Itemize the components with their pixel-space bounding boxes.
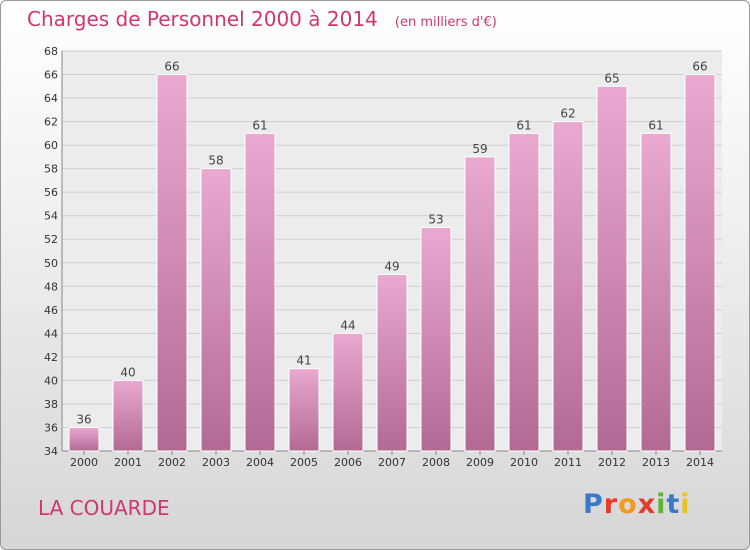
x-tick-label: 2001 <box>114 456 142 469</box>
bar <box>640 132 672 452</box>
y-tick-label: 56 <box>44 186 58 199</box>
bar <box>596 85 628 452</box>
bar <box>200 168 232 452</box>
y-tick-label: 46 <box>44 304 58 317</box>
x-tick-label: 2008 <box>422 456 450 469</box>
data-label: 49 <box>384 260 399 274</box>
y-tick-label: 44 <box>44 327 58 340</box>
x-tick-label: 2002 <box>158 456 186 469</box>
data-label: 53 <box>428 212 443 226</box>
data-label: 62 <box>560 107 575 121</box>
bar <box>68 426 100 452</box>
y-tick-label: 50 <box>44 257 58 270</box>
town-name: LA COUARDE <box>38 496 170 520</box>
logo-letter: i <box>656 489 667 520</box>
bar <box>156 74 188 452</box>
data-label: 36 <box>76 412 91 426</box>
y-tick-label: 42 <box>44 351 58 364</box>
y-tick-label: 34 <box>44 445 58 458</box>
x-tick-label: 2011 <box>554 456 582 469</box>
data-label: 61 <box>516 118 531 132</box>
y-tick-label: 40 <box>44 374 58 387</box>
y-tick-label: 48 <box>44 280 58 293</box>
title-row: Charges de Personnel 2000 à 2014 (en mil… <box>27 7 497 31</box>
x-tick-label: 2003 <box>202 456 230 469</box>
y-tick-label: 38 <box>44 398 58 411</box>
y-tick-label: 60 <box>44 139 58 152</box>
data-label: 58 <box>208 154 223 168</box>
y-tick-label: 66 <box>44 69 58 82</box>
x-tick-label: 2004 <box>246 456 274 469</box>
logo-letter: P <box>583 489 604 520</box>
data-label: 61 <box>252 118 267 132</box>
x-tick-label: 2006 <box>334 456 362 469</box>
bar <box>332 332 364 452</box>
logo-letter: t <box>666 489 681 520</box>
bar <box>376 274 408 452</box>
bar <box>112 379 144 452</box>
x-tick-label: 2009 <box>466 456 494 469</box>
y-tick-label: 54 <box>44 210 58 223</box>
bar <box>288 368 320 452</box>
chart-title: Charges de Personnel 2000 à 2014 <box>27 7 378 31</box>
bar <box>684 74 716 452</box>
data-label: 66 <box>692 60 707 74</box>
bar <box>244 132 276 452</box>
y-tick-label: 58 <box>44 163 58 176</box>
bar <box>552 121 584 452</box>
x-tick-label: 2010 <box>510 456 538 469</box>
data-label: 66 <box>164 60 179 74</box>
logo-letter: r <box>603 489 619 520</box>
x-tick-label: 2013 <box>642 456 670 469</box>
bar <box>420 226 452 452</box>
data-label: 59 <box>472 142 487 156</box>
data-label: 61 <box>648 118 663 132</box>
y-tick-label: 68 <box>44 45 58 58</box>
logo-letter: i <box>680 489 691 520</box>
proxiti-logo: Proxiti <box>583 489 691 520</box>
logo-letter: o <box>618 489 638 520</box>
data-label: 40 <box>120 365 135 379</box>
data-label: 65 <box>604 71 619 85</box>
x-tick-label: 2012 <box>598 456 626 469</box>
x-tick-label: 2000 <box>70 456 98 469</box>
bar <box>464 156 496 452</box>
y-tick-label: 62 <box>44 116 58 129</box>
data-label: 41 <box>296 354 311 368</box>
x-tick-label: 2007 <box>378 456 406 469</box>
x-tick-label: 2014 <box>686 456 714 469</box>
y-tick-label: 64 <box>44 92 58 105</box>
chart-unit-label: (en milliers d'€) <box>394 15 497 30</box>
bar <box>508 132 540 452</box>
logo-letter: x <box>637 489 657 520</box>
y-tick-label: 52 <box>44 233 58 246</box>
data-label: 44 <box>340 318 355 332</box>
x-tick-label: 2005 <box>290 456 318 469</box>
y-tick-label: 36 <box>44 421 58 434</box>
